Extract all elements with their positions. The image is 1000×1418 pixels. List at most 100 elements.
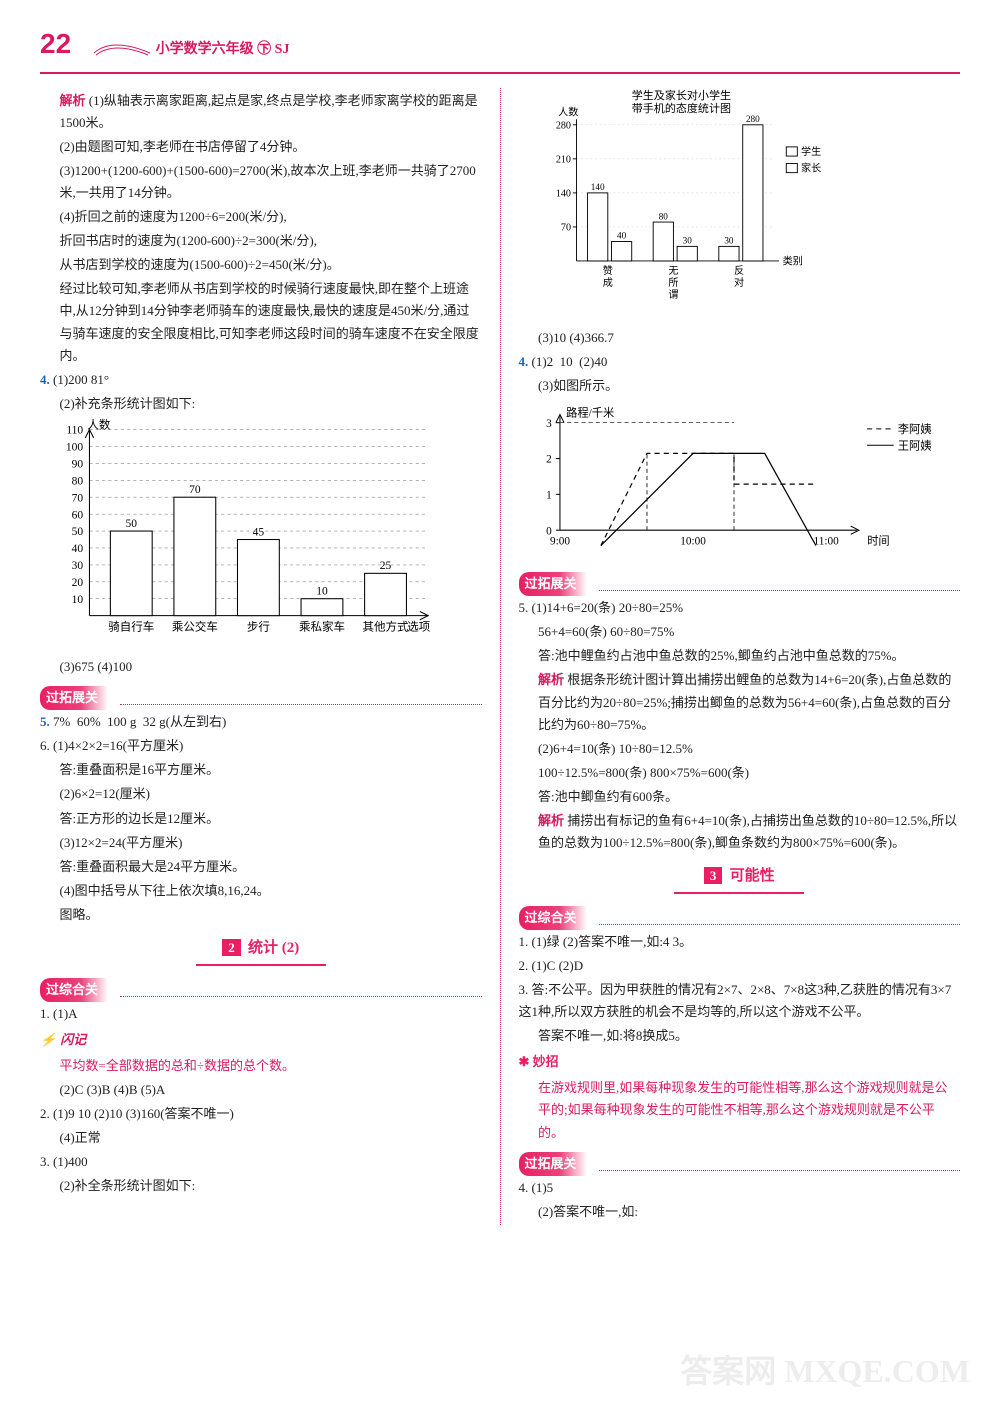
svg-text:45: 45: [253, 526, 265, 538]
svg-text:2: 2: [546, 454, 552, 466]
t4b: (2)答案不唯一,如:: [519, 1201, 961, 1223]
svg-text:280: 280: [555, 120, 570, 131]
left-p4: (4)折回之前的速度为1200÷6=200(米/分),: [40, 206, 482, 228]
svg-text:路程/千米: 路程/千米: [566, 406, 614, 420]
right-column: 学生及家长对小学生带手机的态度统计图70140210280人数类别14040赞成…: [519, 88, 961, 1225]
svg-text:家长: 家长: [801, 161, 821, 174]
svg-text:其他方式: 其他方式: [363, 619, 409, 633]
r2: (1)2 10 (2)40: [532, 354, 608, 369]
svg-text:80: 80: [72, 475, 84, 487]
header-decor: [92, 35, 152, 64]
tag-zonghe-right: 过综合关: [519, 906, 587, 930]
title2-text: 统计 (2): [248, 940, 299, 956]
c3b: 答案不唯一,如:将8换成5。: [519, 1025, 961, 1047]
left-column: 解析 (1)纵轴表示离家距离,起点是家,终点是学校,李老师家离学校的距离是150…: [40, 88, 482, 1225]
tag-tuozhan-right: 过拓展关: [519, 572, 587, 596]
svg-text:90: 90: [72, 458, 84, 470]
svg-text:70: 70: [560, 222, 570, 233]
svg-text:学生及家长对小学生: 学生及家长对小学生: [631, 88, 730, 102]
left-p7: 经过比较可知,李老师从书店到学校的时候骑行速度最快,即在整个上班途中,从12分钟…: [40, 278, 482, 366]
tip-note: 在游戏规则里,如果每种现象发生的可能性相等,那么这个游戏规则就是公平的;如果每种…: [519, 1077, 961, 1143]
svg-text:60: 60: [72, 509, 84, 521]
svg-text:无: 无: [668, 265, 678, 276]
svg-text:280: 280: [745, 114, 759, 124]
q6-2: (2)6×2=12(厘米): [40, 783, 482, 805]
svg-text:10: 10: [72, 594, 84, 606]
left-p5: 折回书店时的速度为(1200-600)÷2=300(米/分),: [40, 230, 482, 252]
svg-text:1: 1: [546, 489, 552, 501]
q5-1: 5. (1)14+6=20(条) 20÷80=25%: [519, 597, 961, 619]
q4-3: (3)675 (4)100: [40, 656, 482, 678]
svg-text:80: 80: [658, 211, 668, 221]
svg-text:乘私家车: 乘私家车: [299, 619, 345, 633]
svg-text:110: 110: [66, 425, 83, 437]
page-header: 22 小学数学六年级 ㊦ SJ: [40, 20, 960, 74]
left-p1: (1)纵轴表示离家距离,起点是家,终点是学校,李老师家离学校的距离是1500米。: [60, 93, 478, 130]
header-title: 小学数学六年级 ㊦ SJ: [156, 42, 290, 57]
svg-text:选项: 选项: [407, 620, 430, 633]
svg-text:210: 210: [555, 154, 570, 165]
z1: 1. (1)A: [40, 1003, 482, 1025]
q5-b2: 100÷12.5%=800(条) 800×75%=600(条): [519, 762, 961, 784]
column-separator: [500, 88, 501, 1225]
svg-text:对: 对: [733, 275, 743, 288]
svg-text:9:00: 9:00: [549, 535, 569, 547]
svg-text:李阿姨: 李阿姨: [897, 422, 931, 436]
r3: (3)如图所示。: [519, 375, 961, 397]
c1: 1. (1)绿 (2)答案不唯一,如:4 3。: [519, 931, 961, 953]
svg-text:谓: 谓: [668, 288, 678, 300]
svg-text:时间: 时间: [867, 534, 890, 547]
c3: 3. 答:不公平。因为甲获胜的情况有2×7、2×8、7×8这3种,乙获胜的情况有…: [519, 979, 961, 1023]
q6-3: (3)12×2=24(平方厘米): [40, 832, 482, 854]
q6-4: (4)图中括号从下往上依次填8,16,24。: [40, 880, 482, 902]
svg-text:成: 成: [602, 276, 612, 288]
bar-chart-transport: 102030405060708090100110人数选项50骑自行车70乘公交车…: [40, 417, 440, 647]
dot-line2: [120, 996, 482, 997]
svg-text:所: 所: [668, 276, 678, 288]
q4-2: (2)补充条形统计图如下:: [40, 393, 482, 415]
svg-text:30: 30: [724, 235, 734, 245]
title-possibility: 3 可能性: [519, 864, 961, 894]
q5-b3: 答:池中鲫鱼约有600条。: [519, 786, 961, 808]
svg-text:步行: 步行: [247, 620, 270, 633]
svg-text:50: 50: [126, 518, 138, 530]
jiexi2: 根据条形统计图计算出捕捞出鲤鱼的总数为14+6=20(条),占鱼总数的百分比约为…: [538, 672, 951, 731]
bar-chart-attitude: 学生及家长对小学生带手机的态度统计图70140210280人数类别14040赞成…: [519, 88, 899, 318]
line-chart-distance: 0123路程/千米9:0010:0011:00时间李阿姨王阿姨: [519, 399, 949, 559]
svg-text:140: 140: [590, 182, 604, 192]
z3b: (2)补全条形统计图如下:: [40, 1175, 482, 1197]
svg-text:11:00: 11:00: [813, 535, 839, 547]
svg-text:人数: 人数: [87, 417, 110, 431]
title2-num: 2: [222, 939, 241, 956]
svg-text:赞: 赞: [602, 263, 612, 276]
svg-text:学生: 学生: [801, 145, 821, 158]
tag-zonghe-left: 过综合关: [40, 978, 108, 1002]
q6-1a: 答:重叠面积是16平方厘米。: [40, 759, 482, 781]
svg-text:乘公交车: 乘公交车: [172, 619, 218, 633]
q6-4a: 图略。: [40, 904, 482, 926]
q6-2a: 答:正方形的边长是12厘米。: [40, 808, 482, 830]
jiexi2-label: 解析: [538, 672, 564, 687]
q5-3: 答:池中鲤鱼约占池中鱼总数的25%,鲫鱼约占池中鱼总数的75%。: [519, 645, 961, 667]
z2b: (4)正常: [40, 1127, 482, 1149]
dot-line4: [599, 924, 961, 925]
q5-b1: (2)6+4=10(条) 10÷80=12.5%: [519, 738, 961, 760]
svg-text:10: 10: [316, 585, 328, 597]
r1: (3)10 (4)366.7: [519, 327, 961, 349]
watermark: 答案网 MXQE.COM: [680, 1344, 970, 1398]
q6-3a: 答:重叠面积最大是24平方厘米。: [40, 856, 482, 878]
q4-num: 4.: [40, 372, 50, 387]
flash-note: 平均数=全部数据的总和÷数据的总个数。: [40, 1055, 482, 1077]
dot-line3: [599, 590, 961, 591]
dot-line: [120, 704, 482, 705]
svg-text:100: 100: [66, 442, 84, 454]
tip-label: 妙招: [519, 1051, 961, 1073]
title-stats2: 2 统计 (2): [40, 936, 482, 966]
svg-text:10:00: 10:00: [680, 535, 706, 547]
svg-text:带手机的态度统计图: 带手机的态度统计图: [631, 101, 730, 115]
z2: 2. (1)9 10 (2)10 (3)160(答案不唯一): [40, 1103, 482, 1125]
title3-num: 3: [704, 867, 723, 884]
jiexi3: 捕捞出有标记的鱼有6+4=10(条),占捕捞出鱼总数的10÷80=12.5%,所…: [538, 813, 957, 850]
jiexi-label: 解析: [60, 93, 86, 108]
q5-2: 56+4=60(条) 60÷80=75%: [519, 621, 961, 643]
